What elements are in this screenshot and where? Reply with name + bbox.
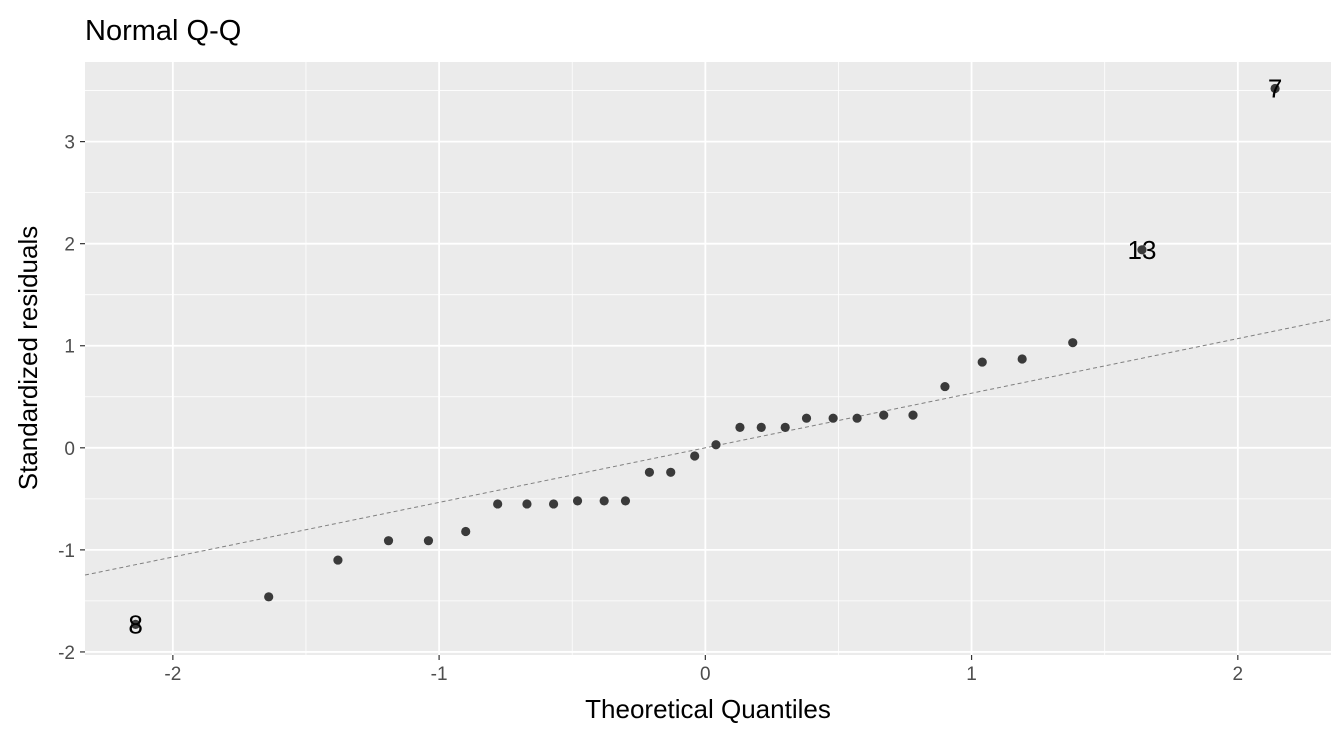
y-tick-label: -1: [58, 541, 75, 562]
data-point: [522, 499, 532, 509]
data-point: [756, 422, 766, 432]
data-point: [461, 526, 471, 537]
x-tick-label: 2: [1233, 664, 1244, 685]
data-point: [1017, 354, 1027, 364]
y-tick-label: -2: [58, 643, 75, 664]
y-tick-label: 1: [64, 337, 75, 358]
data-point: [333, 555, 343, 565]
major-gridlines: [85, 62, 1331, 655]
x-tick-label: 1: [966, 664, 977, 685]
point-label: 8: [128, 609, 142, 639]
x-tick-label: -2: [164, 664, 181, 685]
data-point: [130, 619, 141, 629]
chart-title: Normal Q-Q: [85, 15, 241, 47]
point-label: 13: [1128, 235, 1157, 265]
y-axis-ticks: -2 -1 0 1 2 3: [58, 133, 85, 664]
data-point: [264, 592, 274, 602]
data-point: [383, 536, 394, 546]
data-point: [1270, 83, 1280, 94]
data-point: [940, 381, 950, 392]
data-point: [711, 440, 721, 450]
x-tick-label: -1: [431, 664, 448, 685]
data-point: [780, 422, 790, 432]
data-point: [666, 467, 676, 477]
data-point: [1068, 338, 1078, 348]
minor-gridlines: [85, 62, 1331, 655]
data-point: [1137, 245, 1147, 255]
data-point: [493, 499, 503, 509]
y-tick-label: 3: [64, 133, 75, 154]
y-tick-label: 0: [64, 439, 75, 460]
point-labels: 8 13 7: [128, 74, 1282, 640]
x-tick-label: 0: [700, 664, 711, 685]
data-point: [879, 410, 889, 420]
data-point: [852, 413, 862, 423]
data-point: [572, 496, 583, 506]
y-tick-label: 2: [64, 235, 75, 256]
plot-panel: [85, 62, 1331, 655]
data-point: [908, 410, 918, 420]
data-point: [644, 467, 655, 477]
data-point: [828, 413, 838, 423]
data-points: [130, 83, 1280, 629]
data-point: [423, 536, 434, 546]
data-point: [735, 422, 745, 432]
data-point: [599, 496, 609, 506]
data-point: [977, 357, 987, 367]
y-axis-title: Standardized residuals: [13, 226, 43, 491]
data-point: [690, 451, 700, 461]
x-axis-title: Theoretical Quantiles: [585, 694, 831, 724]
data-point: [548, 499, 559, 509]
x-axis-ticks: -2 -1 0 1 2: [164, 655, 1243, 685]
data-point: [801, 413, 812, 423]
reference-line: [84, 318, 1332, 576]
point-label: 7: [1268, 74, 1282, 104]
data-point: [620, 496, 631, 506]
